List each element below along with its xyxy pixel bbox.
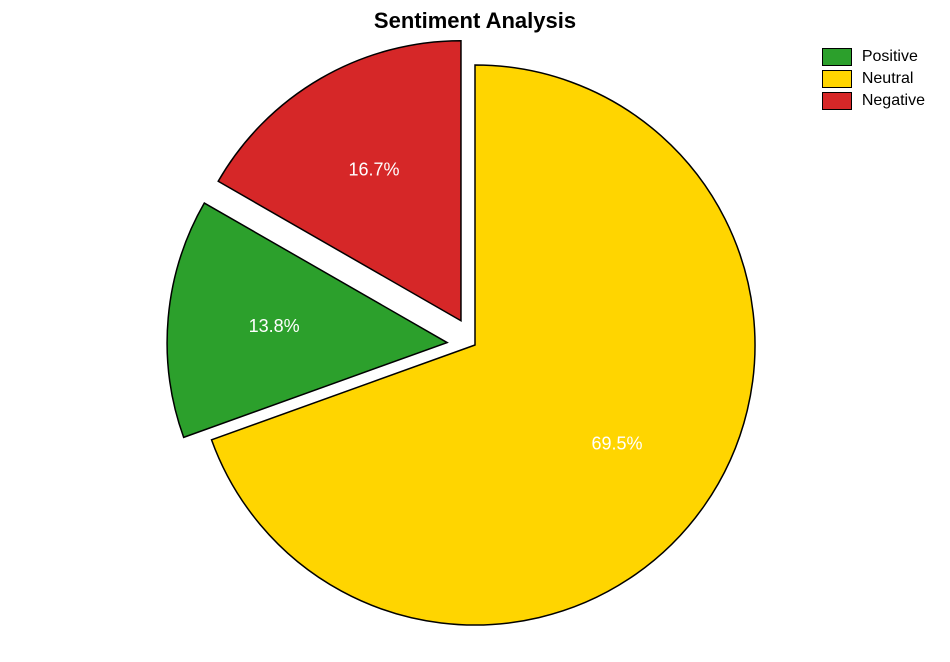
legend-swatch: [822, 92, 852, 110]
pct-label: 13.8%: [249, 316, 300, 336]
pct-label: 69.5%: [592, 434, 643, 454]
legend-swatch: [822, 70, 852, 88]
legend-item: Negative: [822, 92, 925, 110]
legend-swatch: [822, 48, 852, 66]
chart-container: Sentiment Analysis 16.7%13.8%69.5% Posit…: [0, 0, 950, 662]
legend: Positive Neutral Negative: [822, 48, 925, 114]
legend-label: Neutral: [862, 70, 914, 88]
pie-chart: 16.7% 13.8% 69.5%: [0, 0, 950, 662]
legend-label: Negative: [862, 92, 925, 110]
pct-label: 16.7%: [348, 159, 399, 179]
legend-label: Positive: [862, 48, 918, 66]
legend-item: Neutral: [822, 70, 925, 88]
legend-item: Positive: [822, 48, 925, 66]
